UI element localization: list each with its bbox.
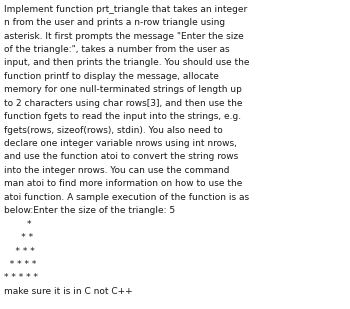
Text: make sure it is in C not C++: make sure it is in C not C++ (4, 287, 133, 296)
Text: * * *: * * * (4, 247, 35, 256)
Text: to 2 characters using char rows[3], and then use the: to 2 characters using char rows[3], and … (4, 99, 243, 108)
Text: input, and then prints the triangle. You should use the: input, and then prints the triangle. You… (4, 58, 250, 67)
Text: * *: * * (4, 233, 33, 242)
Text: n from the user and prints a n-row triangle using: n from the user and prints a n-row trian… (4, 18, 225, 27)
Text: man atoi to find more information on how to use the: man atoi to find more information on how… (4, 179, 243, 188)
Text: * * * * *: * * * * * (4, 273, 38, 282)
Text: fgets(rows, sizeof(rows), stdin). You also need to: fgets(rows, sizeof(rows), stdin). You al… (4, 125, 223, 135)
Text: memory for one null-terminated strings of length up: memory for one null-terminated strings o… (4, 85, 242, 94)
Text: declare one integer variable nrows using int nrows,: declare one integer variable nrows using… (4, 139, 237, 148)
Text: below:Enter the size of the triangle: 5: below:Enter the size of the triangle: 5 (4, 206, 175, 215)
Text: asterisk. It first prompts the message "Enter the size: asterisk. It first prompts the message "… (4, 32, 244, 40)
Text: function fgets to read the input into the strings, e.g.: function fgets to read the input into th… (4, 112, 241, 121)
Text: and use the function atoi to convert the string rows: and use the function atoi to convert the… (4, 152, 238, 162)
Text: Implement function prt_triangle that takes an integer: Implement function prt_triangle that tak… (4, 5, 247, 14)
Text: * * * *: * * * * (4, 260, 37, 269)
Text: *: * (4, 220, 32, 229)
Text: of the triangle:", takes a number from the user as: of the triangle:", takes a number from t… (4, 45, 230, 54)
Text: function printf to display the message, allocate: function printf to display the message, … (4, 72, 219, 81)
Text: into the integer nrows. You can use the command: into the integer nrows. You can use the … (4, 166, 230, 175)
Text: atoi function. A sample execution of the function is as: atoi function. A sample execution of the… (4, 193, 249, 202)
